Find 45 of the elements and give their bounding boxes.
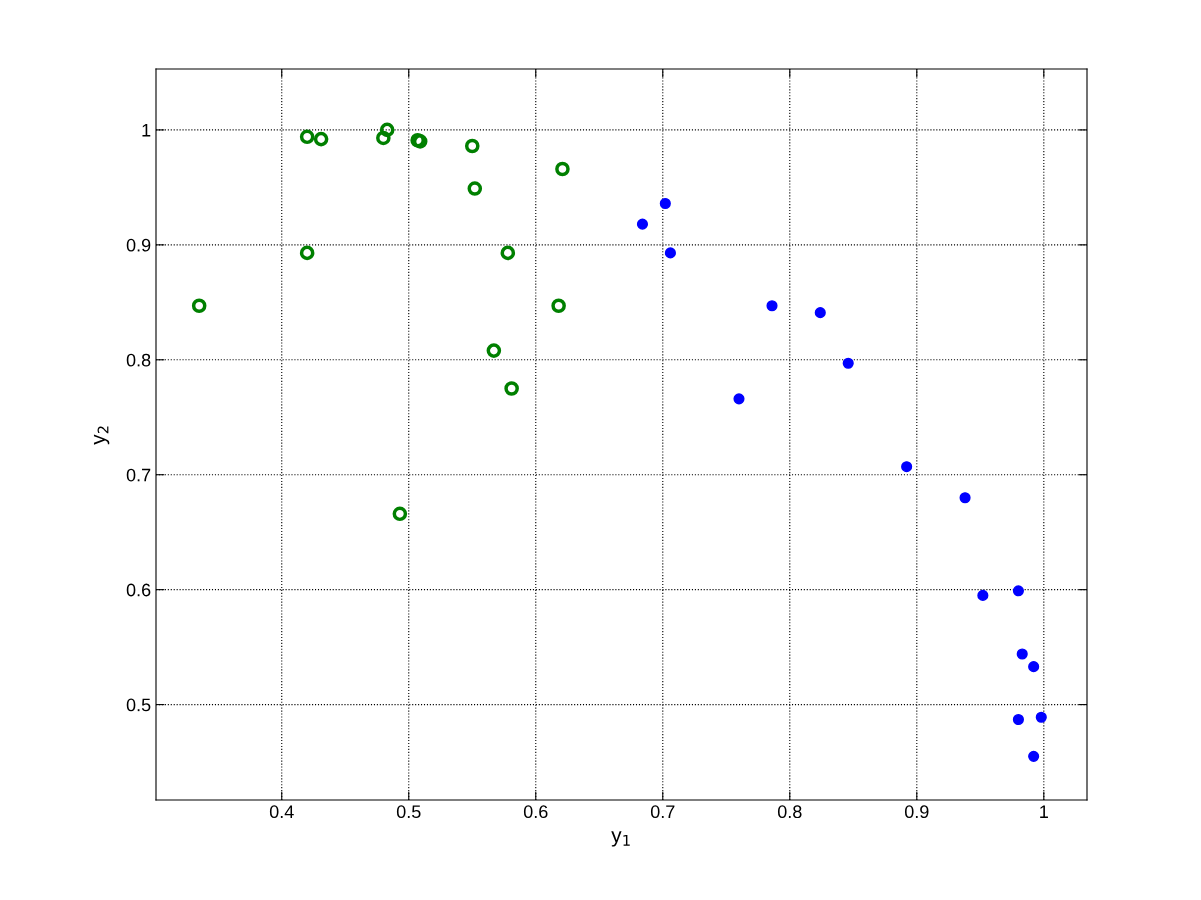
point <box>299 245 315 261</box>
point <box>1028 661 1040 673</box>
y-tick-label: 0.5 <box>126 698 151 712</box>
point <box>299 129 315 145</box>
point <box>376 130 391 146</box>
point <box>555 161 570 177</box>
point <box>504 381 519 396</box>
point <box>814 307 826 319</box>
point <box>313 131 329 147</box>
point <box>977 589 989 601</box>
point <box>467 181 483 196</box>
y-tick-label: 1 <box>142 124 151 137</box>
point <box>1012 585 1024 597</box>
x-tick-label: 0.6 <box>523 805 548 819</box>
point <box>500 245 516 261</box>
point <box>392 506 408 522</box>
point <box>486 343 502 358</box>
x-tick-label: 0.8 <box>777 805 802 819</box>
point <box>1035 711 1047 723</box>
point <box>766 300 778 312</box>
x-tick-label: 1 <box>1040 805 1048 818</box>
x-tick-label: 0.9 <box>904 805 929 819</box>
y-tick-label: 0.9 <box>126 238 151 252</box>
y-axis-title: y$_{2}$ <box>93 426 110 445</box>
point <box>551 298 566 314</box>
y-tick-label: 0.7 <box>126 468 151 482</box>
point <box>379 122 395 138</box>
x-tick-label: 0.4 <box>269 805 294 819</box>
y-tick-label: 0.8 <box>126 353 151 367</box>
point <box>664 247 676 259</box>
x-tick-label: 0.5 <box>396 805 421 819</box>
point <box>1012 713 1024 726</box>
point <box>959 492 971 504</box>
point <box>1028 750 1040 762</box>
y-tick-label: 0.6 <box>126 583 151 597</box>
point <box>464 138 480 154</box>
point <box>1016 648 1028 660</box>
x-axis-title: y$_{1}$ <box>611 831 630 847</box>
point <box>901 461 913 473</box>
point <box>636 218 649 230</box>
point <box>842 357 854 369</box>
point <box>733 393 745 405</box>
x-tick-label: 0.7 <box>650 805 675 819</box>
point <box>191 298 207 314</box>
point <box>659 197 671 210</box>
